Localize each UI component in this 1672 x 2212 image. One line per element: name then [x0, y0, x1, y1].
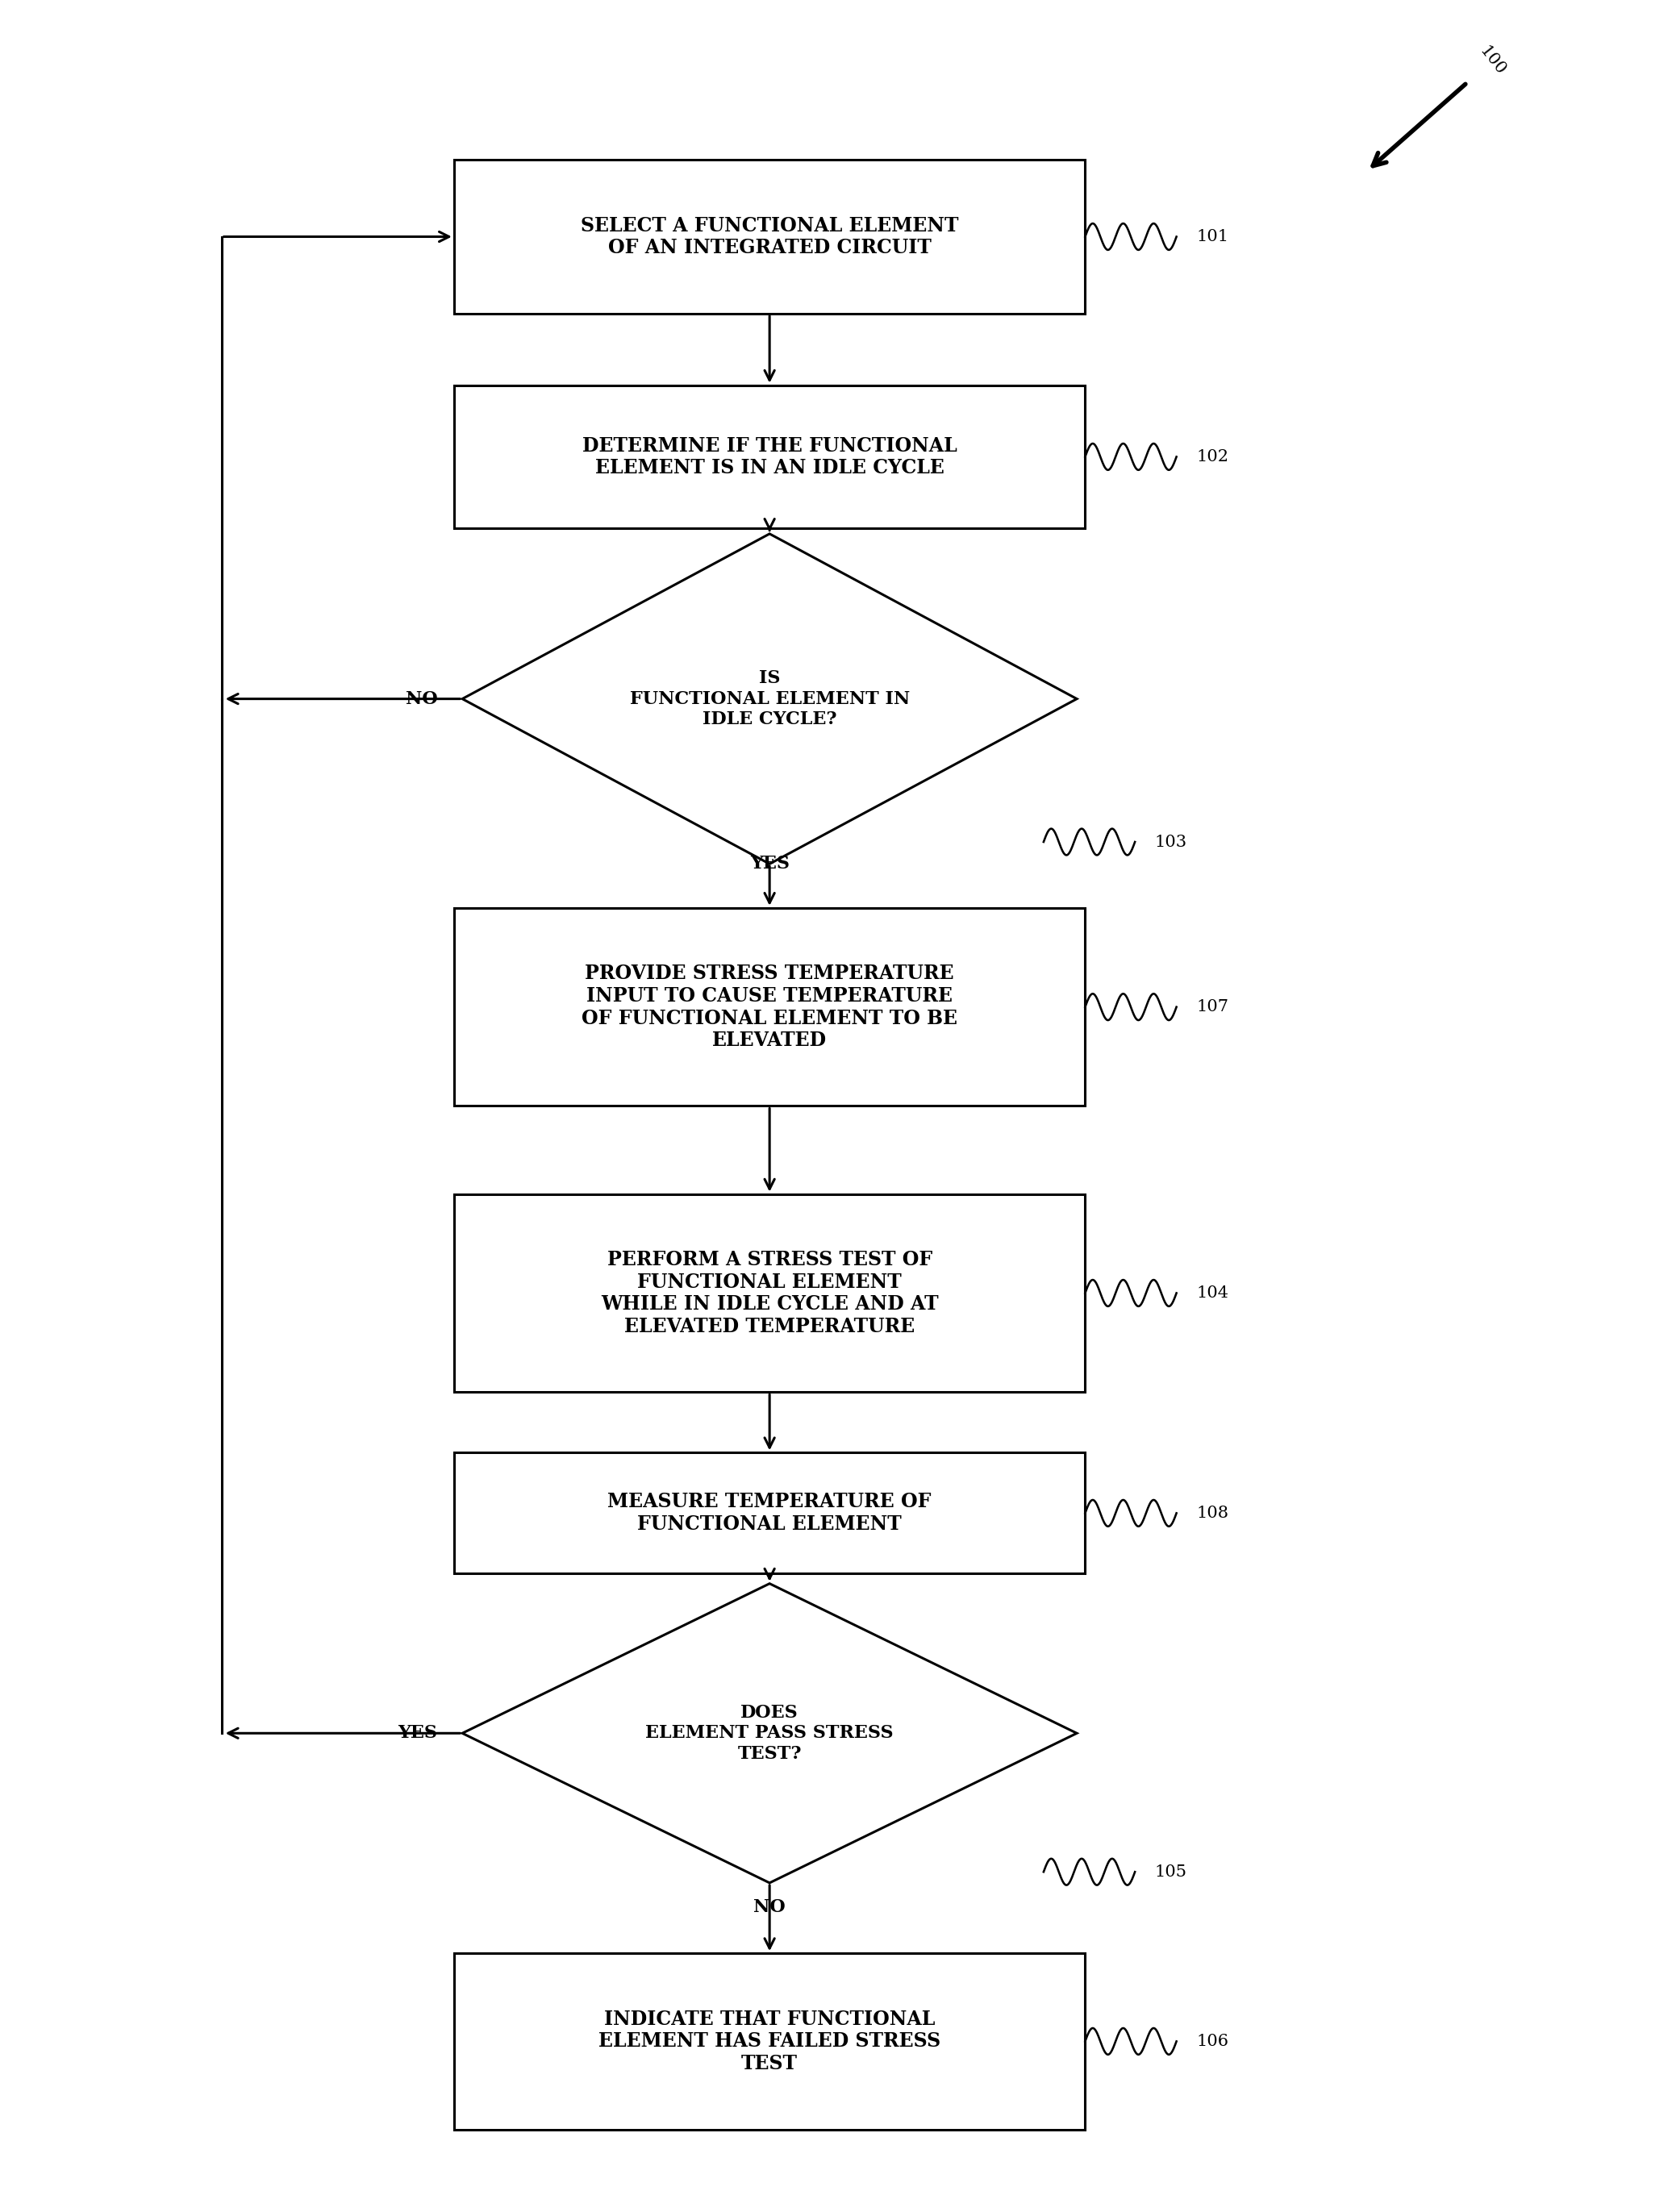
Bar: [455, 159, 1085, 314]
Bar: [455, 907, 1085, 1106]
Bar: [455, 1953, 1085, 2130]
Bar: [455, 1194, 1085, 1391]
Text: NO: NO: [405, 690, 438, 708]
Polygon shape: [463, 533, 1077, 865]
Text: INDICATE THAT FUNCTIONAL
ELEMENT HAS FAILED STRESS
TEST: INDICATE THAT FUNCTIONAL ELEMENT HAS FAI…: [599, 2008, 941, 2073]
Text: 106: 106: [1197, 2033, 1229, 2048]
Bar: [455, 1453, 1085, 1573]
Text: PERFORM A STRESS TEST OF
FUNCTIONAL ELEMENT
WHILE IN IDLE CYCLE AND AT
ELEVATED : PERFORM A STRESS TEST OF FUNCTIONAL ELEM…: [600, 1250, 938, 1336]
Text: IS
FUNCTIONAL ELEMENT IN
IDLE CYCLE?: IS FUNCTIONAL ELEMENT IN IDLE CYCLE?: [630, 670, 910, 728]
Text: 107: 107: [1197, 1000, 1229, 1015]
Polygon shape: [463, 1584, 1077, 1882]
Text: 108: 108: [1197, 1506, 1229, 1522]
Text: DOES
ELEMENT PASS STRESS
TEST?: DOES ELEMENT PASS STRESS TEST?: [645, 1703, 893, 1763]
Text: PROVIDE STRESS TEMPERATURE
INPUT TO CAUSE TEMPERATURE
OF FUNCTIONAL ELEMENT TO B: PROVIDE STRESS TEMPERATURE INPUT TO CAUS…: [582, 964, 958, 1051]
Text: SELECT A FUNCTIONAL ELEMENT
OF AN INTEGRATED CIRCUIT: SELECT A FUNCTIONAL ELEMENT OF AN INTEGR…: [580, 217, 958, 257]
Text: 104: 104: [1197, 1285, 1229, 1301]
Text: 103: 103: [1155, 834, 1187, 849]
Text: 102: 102: [1197, 449, 1229, 465]
Text: 100: 100: [1476, 44, 1508, 77]
Text: YES: YES: [398, 1725, 438, 1743]
Text: 101: 101: [1197, 230, 1229, 243]
Text: NO: NO: [754, 1898, 786, 1916]
Text: DETERMINE IF THE FUNCTIONAL
ELEMENT IS IN AN IDLE CYCLE: DETERMINE IF THE FUNCTIONAL ELEMENT IS I…: [582, 436, 956, 478]
Text: MEASURE TEMPERATURE OF
FUNCTIONAL ELEMENT: MEASURE TEMPERATURE OF FUNCTIONAL ELEMEN…: [607, 1493, 931, 1535]
Text: 105: 105: [1155, 1865, 1187, 1880]
Bar: [455, 385, 1085, 529]
Text: YES: YES: [749, 856, 789, 874]
